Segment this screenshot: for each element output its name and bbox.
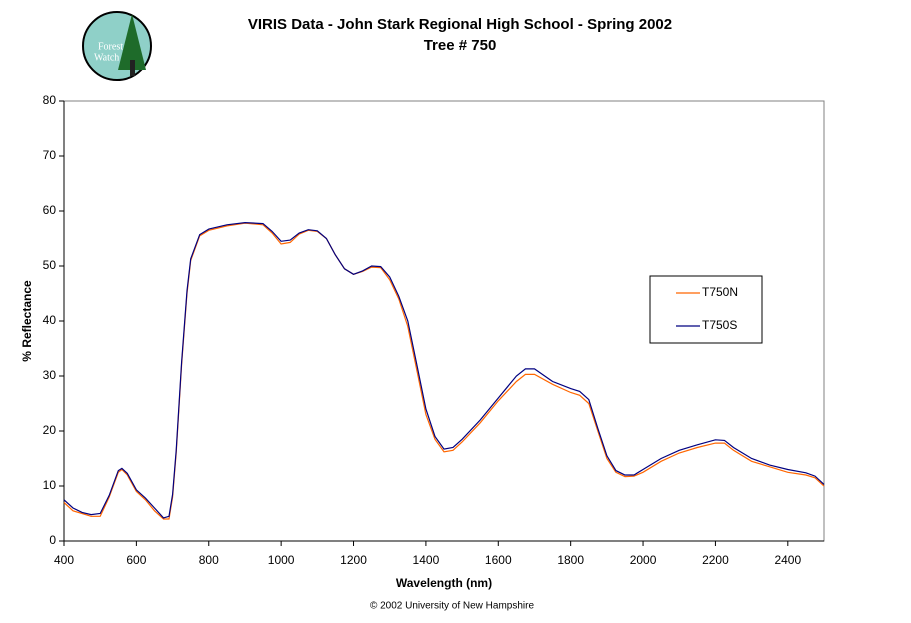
y-tick-label: 0 bbox=[49, 533, 56, 547]
logo-tree bbox=[118, 14, 146, 70]
x-tick-label: 800 bbox=[199, 553, 219, 567]
y-tick-label: 50 bbox=[43, 258, 57, 272]
legend-label: T750N bbox=[702, 285, 738, 299]
legend-box bbox=[649, 275, 763, 344]
y-tick-label: 80 bbox=[43, 93, 57, 107]
series-line bbox=[63, 222, 825, 520]
chart-title: VIRIS Data - John Stark Regional High Sc… bbox=[248, 16, 672, 33]
x-axis-label: Wavelength (nm) bbox=[396, 576, 492, 590]
y-tick-label: 30 bbox=[43, 368, 57, 382]
x-tick-label: 1000 bbox=[268, 553, 295, 567]
y-axis-label: % Reflectance bbox=[20, 280, 34, 362]
y-tick-label: 20 bbox=[43, 423, 57, 437]
x-tick-label: 2400 bbox=[774, 553, 801, 567]
x-tick-label: 1200 bbox=[340, 553, 367, 567]
logo-trunk bbox=[130, 60, 135, 76]
logo: Forest Watch bbox=[82, 11, 152, 81]
logo-text: Watch bbox=[94, 52, 119, 63]
y-tick-label: 40 bbox=[43, 313, 57, 327]
x-tick-label: 1800 bbox=[557, 553, 584, 567]
chart-subtitle: Tree # 750 bbox=[424, 37, 497, 54]
x-tick-label: 600 bbox=[126, 553, 146, 567]
x-tick-label: 2200 bbox=[702, 553, 729, 567]
x-tick-label: 2000 bbox=[630, 553, 657, 567]
y-tick-label: 70 bbox=[43, 148, 57, 162]
x-tick-label: 1400 bbox=[413, 553, 440, 567]
y-tick-label: 60 bbox=[43, 203, 57, 217]
logo-text: Forest bbox=[98, 41, 123, 52]
footer: © 2002 University of New Hampshire bbox=[370, 601, 535, 612]
y-tick-label: 10 bbox=[43, 478, 57, 492]
legend-label: T750S bbox=[702, 318, 737, 332]
x-tick-label: 400 bbox=[54, 553, 74, 567]
series-line bbox=[63, 221, 825, 519]
x-tick-label: 1600 bbox=[485, 553, 512, 567]
